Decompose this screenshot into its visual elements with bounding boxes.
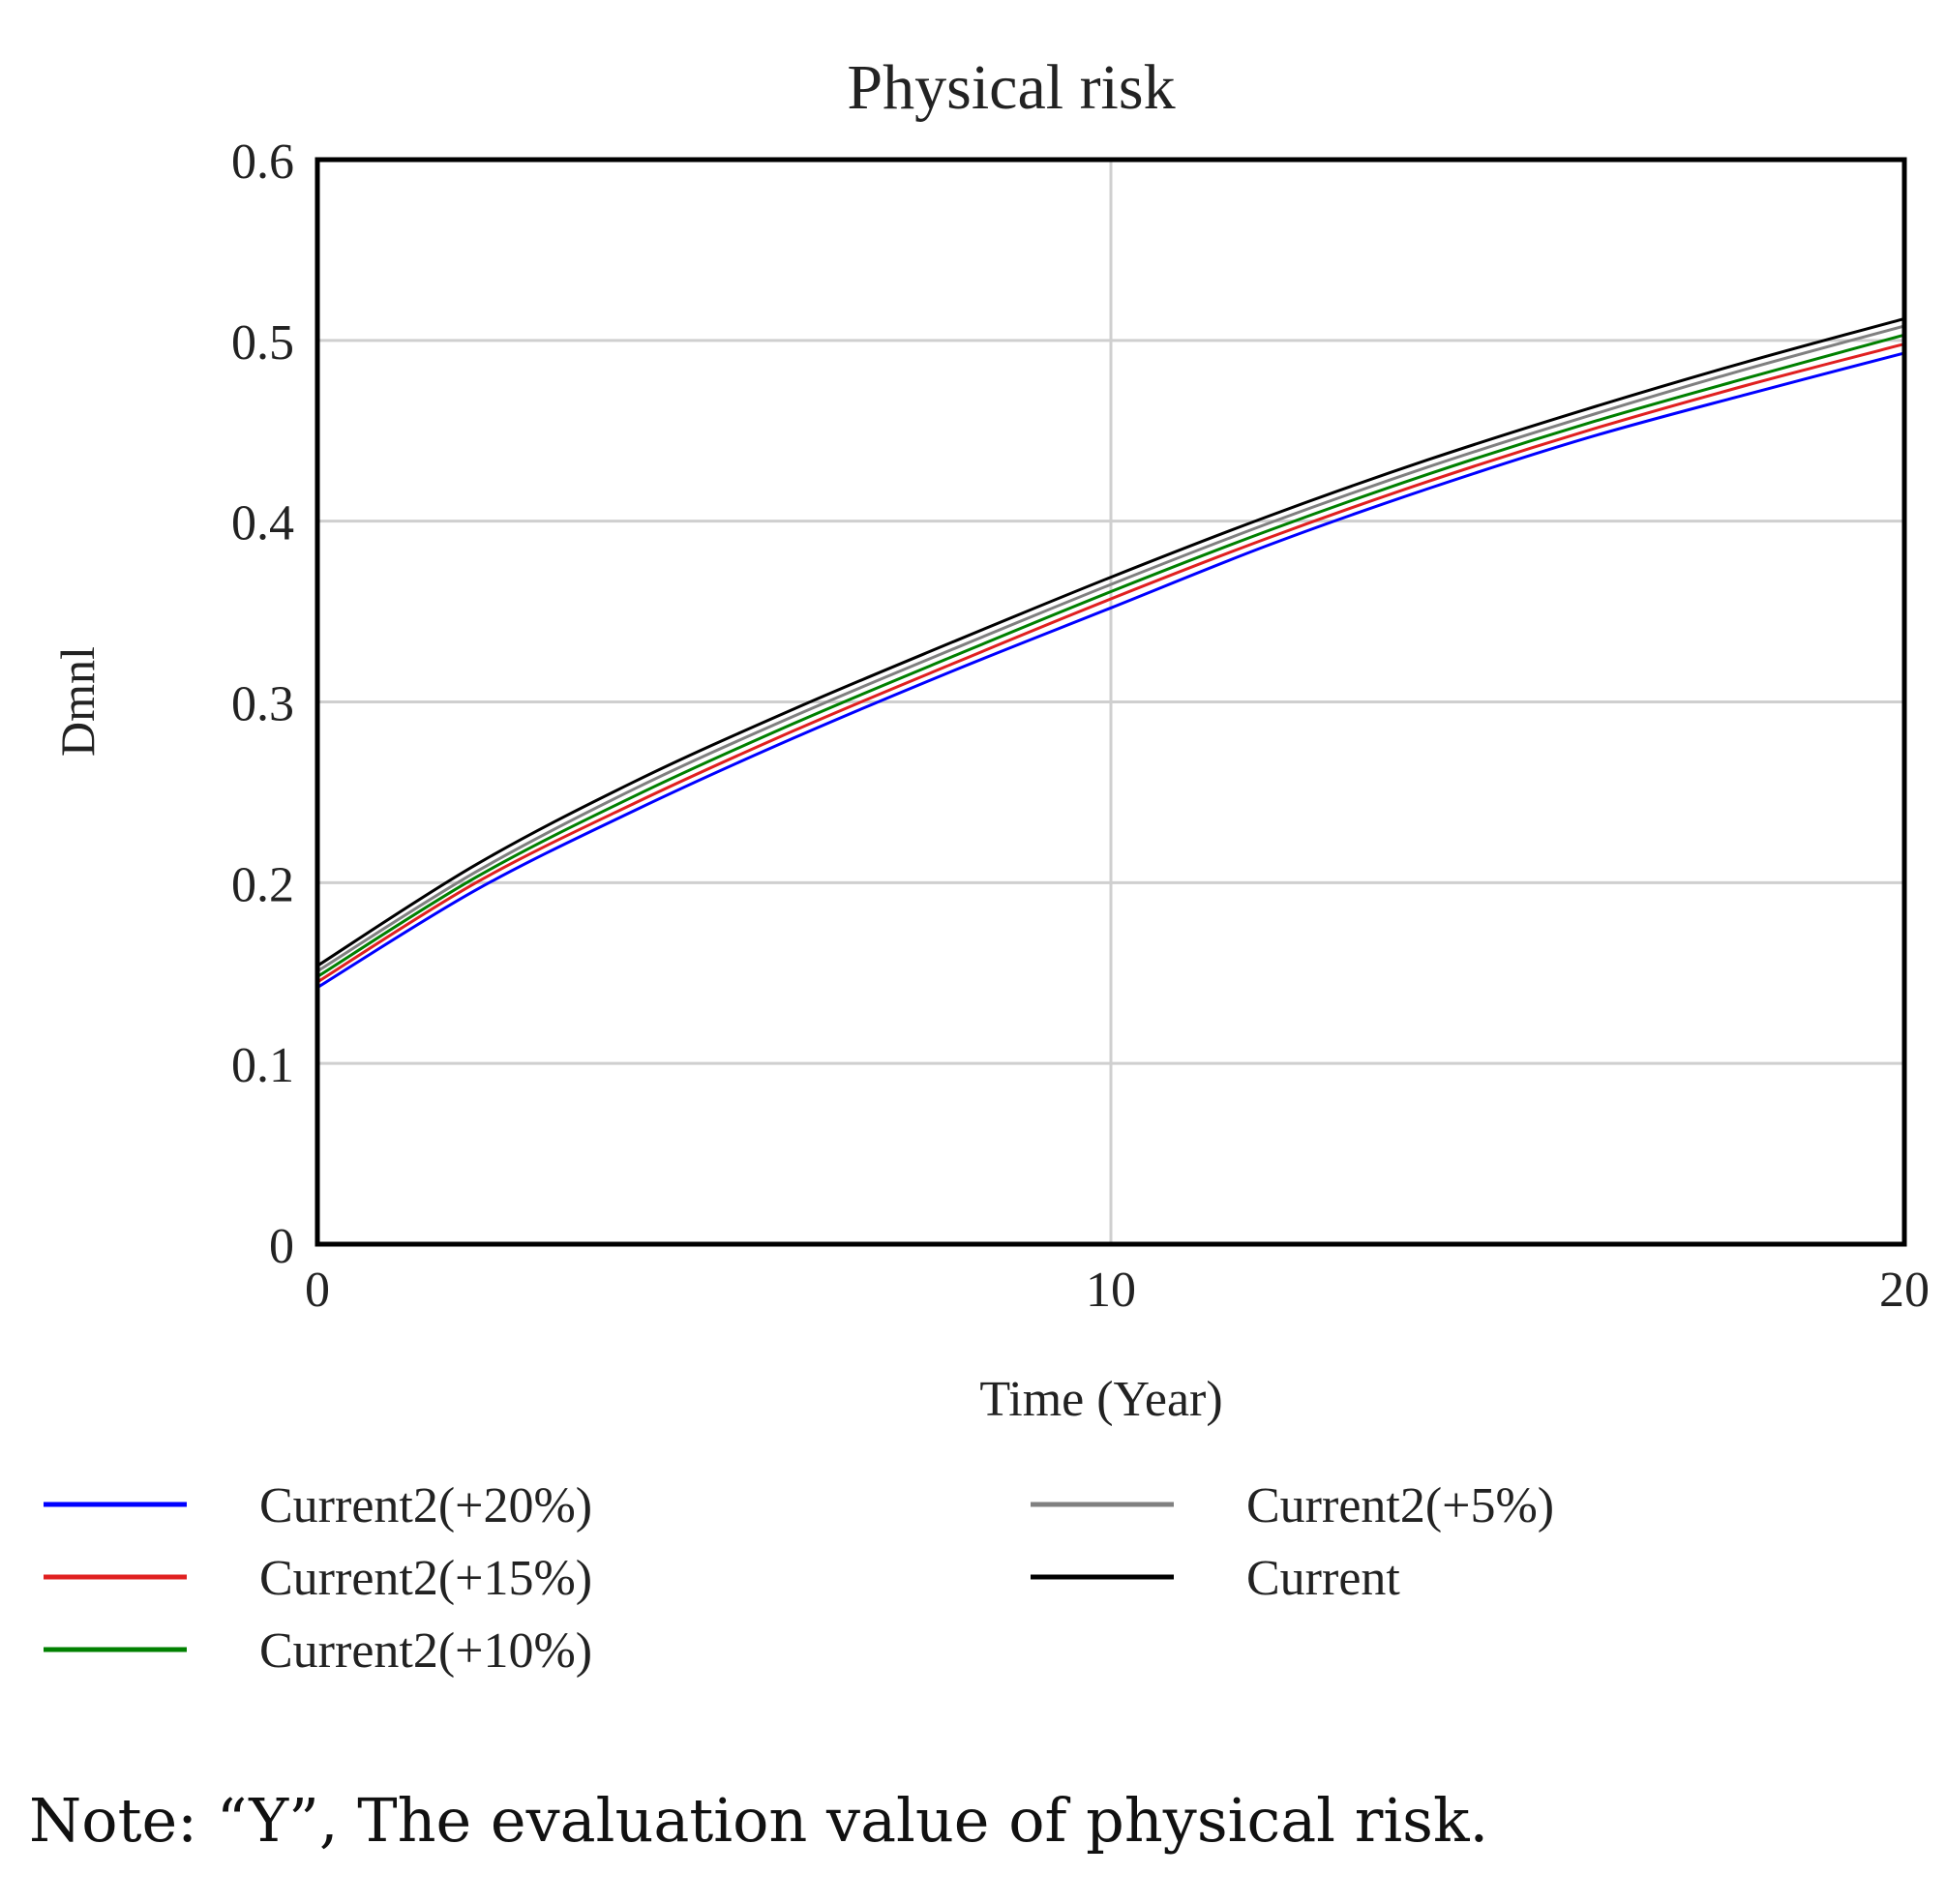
y-axis-ticks: 0 0.1 0.2 0.3 0.4 0.5 0.6: [231, 134, 294, 1274]
x-tick-label: 10: [1086, 1263, 1136, 1318]
y-tick-label: 0.4: [231, 496, 294, 551]
chart-title: Physical risk: [847, 52, 1175, 123]
series-line-2: [316, 333, 1905, 978]
series-line-1: [316, 342, 1905, 984]
legend: Current2(+20%) Current2(+15%) Current2(+10…: [44, 1478, 1554, 1679]
y-tick-label: 0.3: [231, 677, 294, 732]
x-tick-label: 20: [1879, 1263, 1930, 1318]
plot-series: [316, 316, 1905, 989]
x-axis-ticks: 0 10 20: [305, 1263, 1930, 1318]
series-line-3: [316, 324, 1905, 973]
plot-grid: [317, 160, 1904, 1244]
x-axis-label: Time (Year): [979, 1372, 1222, 1427]
y-tick-label: 0.2: [231, 857, 294, 912]
y-tick-label: 0.5: [231, 315, 294, 371]
legend-label: Current2(+15%): [259, 1551, 592, 1606]
legend-label: Current2(+20%): [259, 1478, 592, 1533]
series-line-0: [316, 351, 1905, 989]
y-tick-label: 0.1: [231, 1038, 294, 1093]
x-tick-label: 0: [305, 1263, 330, 1318]
y-tick-label: 0.6: [231, 134, 294, 190]
legend-label: Current: [1246, 1551, 1400, 1606]
y-tick-label: 0: [269, 1219, 294, 1274]
legend-label: Current2(+10%): [259, 1623, 592, 1679]
figure-note: Note: “Y”, The evaluation value of physi…: [29, 1785, 1489, 1856]
legend-label: Current2(+5%): [1246, 1478, 1554, 1533]
series-line-4: [316, 316, 1905, 967]
y-axis-label: Dmnl: [50, 646, 105, 757]
plot-frame: [314, 157, 1907, 1247]
